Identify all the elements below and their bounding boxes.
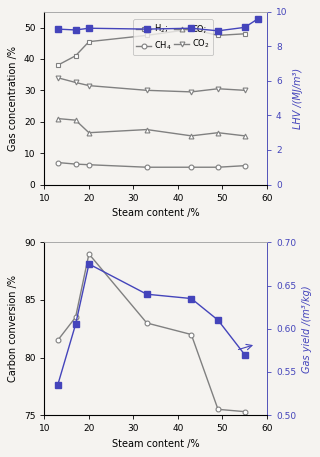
- Y-axis label: Gas yield /(m³/kg): Gas yield /(m³/kg): [302, 285, 312, 372]
- X-axis label: Steam content /%: Steam content /%: [112, 208, 199, 218]
- Legend: H$_2$;, CH$_4$, CO;, CO$_2$: H$_2$;, CH$_4$, CO;, CO$_2$: [133, 20, 213, 55]
- X-axis label: Steam content /%: Steam content /%: [112, 439, 199, 449]
- Y-axis label: Gas concentration /%: Gas concentration /%: [8, 46, 18, 151]
- Y-axis label: LHV /(MJ/m³): LHV /(MJ/m³): [293, 68, 303, 129]
- Y-axis label: Carbon conversion /%: Carbon conversion /%: [8, 275, 18, 382]
